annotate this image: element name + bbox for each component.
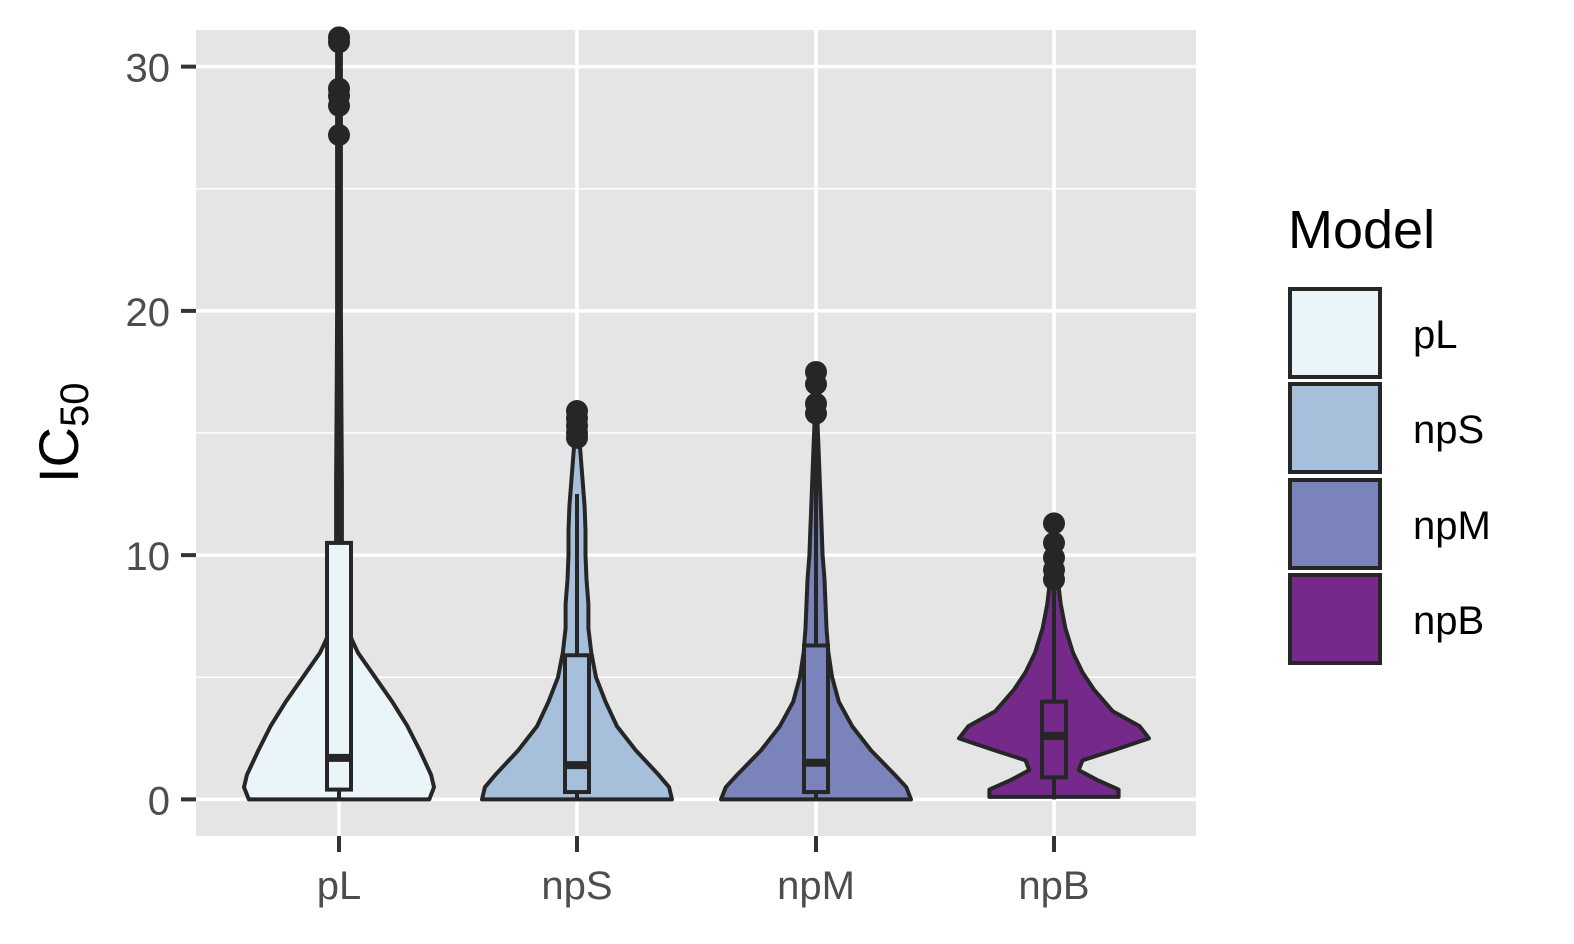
outlier-point-npB <box>1043 512 1065 535</box>
outlier-point-npM <box>805 360 827 383</box>
violins <box>242 26 1151 802</box>
y-axis-title-subscript: 50 <box>53 383 97 428</box>
box-npM <box>802 643 830 795</box>
outlier-point-npS <box>566 400 588 423</box>
outlier-point-npM <box>805 392 827 415</box>
violin-group-npB <box>957 512 1151 800</box>
x-tick-label: pL <box>317 864 362 908</box>
y-tick-label: 0 <box>148 779 170 823</box>
outlier-point-pL <box>328 77 350 100</box>
legend-label-npM: npM <box>1413 504 1491 548</box>
y-tick-label: 30 <box>126 47 171 91</box>
legend-label-npB: npB <box>1413 599 1484 643</box>
violin-group-npM <box>719 360 913 802</box>
outlier-point-npB <box>1043 531 1065 554</box>
y-axis-title: IC 50 <box>27 383 97 484</box>
legend-label-pL: pL <box>1413 313 1458 357</box>
legend-label-npS: npS <box>1413 408 1484 452</box>
legend-key-npM <box>1288 478 1382 570</box>
legend-key-pL <box>1288 287 1382 379</box>
x-tick-label: npB <box>1018 864 1089 908</box>
box-npS <box>563 653 591 795</box>
legend: Model pL npS npM npB <box>1288 200 1491 665</box>
x-tick-label: npS <box>541 864 612 908</box>
outlier-point-pL <box>328 26 350 49</box>
y-tick-label: 20 <box>126 291 171 335</box>
x-tick-label: npM <box>777 864 855 908</box>
violin-group-npS <box>480 400 674 802</box>
y-axis-title-main: IC <box>27 427 90 483</box>
y-tick-label: 10 <box>126 535 171 579</box>
axes: 0 10 20 30 pL npS npM npB <box>126 47 1090 908</box>
legend-key-npB <box>1288 573 1382 665</box>
outlier-point-pL <box>328 124 350 147</box>
violin-group-pL <box>242 26 436 802</box>
legend-title: Model <box>1288 200 1435 260</box>
box-pL <box>325 540 353 792</box>
legend-key-npS <box>1288 382 1382 474</box>
